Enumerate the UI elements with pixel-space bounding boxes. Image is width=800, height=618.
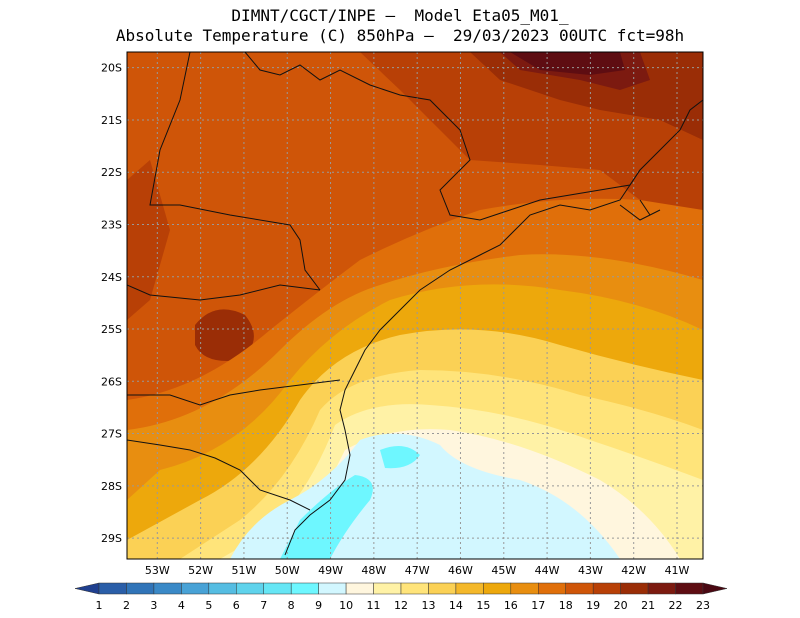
- lat-tick-label: 26S: [101, 375, 122, 388]
- colorbar-swatch: [483, 582, 512, 595]
- colorbar-tick-label: 11: [367, 599, 381, 612]
- colorbar-swatch: [510, 582, 539, 595]
- colorbar-tick-label: 17: [531, 599, 545, 612]
- colorbar-swatch: [400, 582, 429, 595]
- colorbar-tick-label: 9: [315, 599, 322, 612]
- colorbar-tick-label: 12: [394, 599, 408, 612]
- colorbar-tick-label: 20: [614, 599, 628, 612]
- colorbar-swatch: [318, 582, 347, 595]
- colorbar-tick-label: 4: [178, 599, 185, 612]
- coastline-and-borders: [127, 52, 703, 556]
- lat-tick-label: 24S: [101, 271, 122, 284]
- colorbar-tick-label: 14: [449, 599, 463, 612]
- colorbar-swatch: [428, 582, 457, 595]
- colorbar-tick-label: 5: [205, 599, 212, 612]
- lat-tick-label: 21S: [101, 114, 122, 127]
- colorbar-swatch: [98, 582, 127, 595]
- colorbar-swatch: [702, 582, 728, 595]
- colorbar-swatch: [538, 582, 566, 595]
- lat-tick-label: 27S: [101, 428, 122, 441]
- lat-tick-label: 28S: [101, 480, 122, 493]
- lon-tick-label: 41W: [665, 564, 690, 577]
- colorbar-tick-label: 13: [421, 599, 435, 612]
- lon-tick-label: 44W: [535, 564, 560, 577]
- longitude-tick-labels: 53W 52W 51W 50W 49W 48W 47W 46W 45W 44W 43W 42W 41W: [145, 564, 690, 577]
- map-frame: [126, 51, 704, 560]
- lat-tick-label: 29S: [101, 532, 122, 545]
- colorbar-swatch: [153, 582, 182, 595]
- colorbar-swatch: [373, 582, 402, 595]
- lon-tick-label: 49W: [318, 564, 343, 577]
- lat-tick-label: 20S: [101, 62, 122, 75]
- latitude-tick-labels: 20S 21S 22S 23S 24S 25S 26S 27S 28S 29S: [101, 62, 122, 545]
- colorbar-swatch: [208, 582, 237, 595]
- lon-tick-label: 42W: [621, 564, 646, 577]
- colorbar-swatch: [290, 582, 319, 595]
- colorbar-tick-label: 8: [288, 599, 295, 612]
- colorbar-tick-label: 1: [96, 599, 103, 612]
- colorbar-swatch: [565, 582, 594, 595]
- colorbar-swatch: [263, 582, 292, 595]
- colorbar-swatch: [675, 582, 704, 595]
- map-gridlines: [127, 52, 703, 559]
- lon-tick-label: 53W: [145, 564, 170, 577]
- colorbar-tick-label: 3: [150, 599, 157, 612]
- lon-tick-label: 43W: [578, 564, 603, 577]
- colorbar-tick-label: 7: [260, 599, 267, 612]
- lat-tick-label: 22S: [101, 166, 122, 179]
- colorbar-tick-label: 6: [233, 599, 240, 612]
- lon-tick-label: 46W: [448, 564, 473, 577]
- colorbar-swatch: [455, 582, 484, 595]
- colorbar-tick-label: 16: [504, 599, 518, 612]
- colorbar-tick-label: 21: [641, 599, 655, 612]
- colorbar-tick-label: 2: [123, 599, 130, 612]
- colorbar-tick-label: 19: [586, 599, 600, 612]
- colorbar-swatch: [236, 582, 264, 595]
- lon-tick-label: 47W: [405, 564, 430, 577]
- colorbar-tick-label: 10: [339, 599, 353, 612]
- colorbar-swatch: [74, 582, 100, 595]
- colorbar-tick-label: 22: [669, 599, 683, 612]
- temperature-field: [127, 52, 703, 559]
- colorbar-tick-label: 18: [559, 599, 573, 612]
- lon-tick-label: 50W: [275, 564, 300, 577]
- chart-title-line-1: DIMNT/CGCT/INPE – Model Eta05_M01_: [231, 6, 569, 25]
- lon-tick-label: 45W: [491, 564, 516, 577]
- lat-tick-label: 23S: [101, 218, 122, 231]
- colorbar-swatch: [592, 582, 621, 595]
- lon-tick-label: 48W: [361, 564, 386, 577]
- lat-tick-label: 25S: [101, 323, 122, 336]
- colorbar-tick-label: 23: [696, 599, 710, 612]
- colorbar-swatch: [647, 582, 676, 595]
- colorbar: 1 2 3 4 5 6 7 8 9 10 11 12 13 14 15 16 17 18 19 20 21 22 23: [74, 582, 728, 612]
- colorbar-swatch: [181, 582, 210, 595]
- chart-title-line-2: Absolute Temperature (C) 850hPa – 29/03/…: [115, 26, 685, 45]
- lon-tick-label: 51W: [231, 564, 256, 577]
- colorbar-swatch: [345, 582, 374, 595]
- lon-tick-label: 52W: [188, 564, 213, 577]
- colorbar-swatch: [126, 582, 155, 595]
- colorbar-swatch: [620, 582, 649, 595]
- colorbar-tick-label: 15: [476, 599, 490, 612]
